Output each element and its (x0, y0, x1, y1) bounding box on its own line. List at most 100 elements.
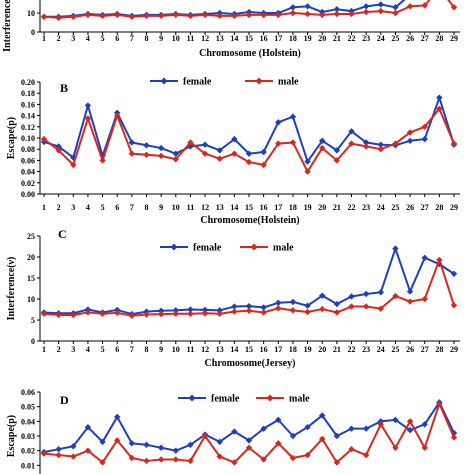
panel-4-y-tick-label: 0.01 (21, 461, 35, 470)
panel-2-x-tick-label: 13 (216, 203, 224, 212)
panel-4-female-point (245, 437, 253, 444)
panel-3-male-point (216, 310, 223, 317)
panel-1-male-point (406, 3, 414, 10)
panel-2-x-tick-label: 9 (159, 203, 163, 212)
panel-4-female-point (157, 444, 165, 451)
panel-3-female-point (421, 254, 428, 262)
panel-2-female-point (333, 147, 341, 154)
panel-2-female-point (157, 144, 165, 152)
panel-2-y-tick-label: 0.00 (21, 190, 35, 199)
panel-4-female-point (84, 424, 92, 431)
panel-3-female-point (157, 307, 165, 314)
panel-4-male-point (143, 457, 150, 465)
panel-3-x-tick-label: 28 (435, 345, 443, 354)
panel-3-x-tick-label: 11 (187, 345, 195, 354)
panel-3-male-point (187, 310, 194, 317)
panel-3-male-point (143, 311, 150, 318)
panel-4-legend-male-label: male (289, 394, 310, 405)
panel-2-x-axis-label: Chromosome(Holstein) (200, 215, 299, 226)
panel-2-female-point (245, 150, 253, 157)
panel-1-female-point (289, 4, 297, 11)
panel-1-male-point (231, 12, 238, 20)
panel-2-male-point (231, 150, 238, 157)
panel-2-male-point (172, 156, 179, 163)
panel-1-x-tick-label: 20 (318, 34, 326, 43)
panel-3-y-axis-label: Interference(ν) (6, 257, 17, 321)
panel-2-female-point (319, 137, 326, 144)
panel-3-female-point (201, 306, 209, 314)
panel-4-male-point (333, 459, 341, 466)
panel-3-male-point (319, 305, 326, 313)
panel-2-female-point (348, 128, 355, 135)
panel-3-female-point (245, 302, 253, 310)
panel-3-x-tick-label: 21 (333, 345, 341, 354)
panel-4-legend-male-swatch-marker (266, 394, 274, 402)
panel-3-male-point (304, 308, 311, 316)
panel-1-x-tick-label: 13 (216, 34, 224, 43)
panel-2-x-tick-label: 1 (42, 203, 46, 212)
panel-2-male-point (319, 144, 326, 152)
panel-1-x-tick-label: 10 (172, 34, 180, 43)
panel-3-x-tick-label: 2 (57, 345, 61, 354)
panel-3-female-point (172, 307, 179, 314)
panel-1-y-tick-label: 10 (27, 9, 35, 18)
panel-4-female-point (55, 446, 62, 453)
panel-2-x-tick-label: 5 (101, 203, 105, 212)
panel-2-x-tick-label: 18 (289, 203, 297, 212)
panel-2-x-tick-label: 11 (187, 203, 195, 212)
panel-3-male-point (231, 308, 238, 315)
panel-2-y-tick-label: 0.16 (21, 100, 35, 109)
panel-2-male-point (143, 151, 150, 158)
panel-1-male-point (114, 11, 121, 19)
panel-3-female-point (406, 288, 414, 295)
panel-3-female-point (377, 289, 384, 296)
panel-2-y-tick-label: 0.14 (21, 112, 35, 121)
panel-3-x-tick-label: 8 (145, 345, 149, 354)
panel-3-legend-male-label: male (273, 243, 294, 254)
panel-3-male-point (84, 309, 92, 316)
panel-2-female-point (172, 150, 179, 157)
panel-2-x-tick-label: 19 (304, 203, 312, 212)
panel-2-x-tick-label: 8 (145, 203, 149, 212)
panel-4-y-tick-label: 0.05 (21, 403, 35, 412)
panel-2-x-tick-label: 15 (245, 203, 253, 212)
panel-3-male-point (55, 311, 62, 319)
panel-1-x-tick-label: 28 (435, 34, 443, 43)
panel-4-male-point (319, 435, 326, 443)
panel-3-female-point (392, 245, 399, 252)
panel-3-male-point (450, 302, 458, 309)
panel-2-female-point (216, 147, 223, 154)
panel-3-male-point (114, 309, 121, 317)
panel-4-male-point (84, 447, 92, 454)
panel-1-male-point (319, 11, 326, 19)
panel-4-male-point (421, 444, 428, 451)
panel-4-male-point (201, 432, 209, 440)
panel-1-x-tick-label: 21 (333, 34, 341, 43)
panel-4-female-point (216, 438, 223, 446)
panel-3-y-tick-label: 5 (31, 316, 35, 325)
panel-2-male-point (362, 143, 370, 150)
panel-2-legend-male-swatch-marker (255, 77, 263, 85)
panel-1-male-point (304, 10, 311, 18)
panel-4-female-point (319, 412, 326, 419)
panel-2-x-tick-label: 22 (348, 203, 356, 212)
panel-3-x-tick-label: 1 (42, 345, 46, 354)
panel-4-female-point (392, 416, 399, 424)
panel-1-x-tick-label: 19 (304, 34, 312, 43)
panel-3-x-tick-label: 17 (274, 345, 282, 354)
panel-3-female-point (348, 293, 355, 300)
panel-3-male-point (377, 305, 384, 312)
panel-3-x-axis-label: Chromosome(Jersey) (205, 358, 296, 369)
panel-3-legend-female-label: female (193, 243, 222, 254)
panel-2-male-point (40, 135, 48, 143)
panel-1-x-tick-label: 25 (391, 34, 399, 43)
panel-2-female-point (421, 135, 428, 143)
panel-3-x-tick-label: 22 (348, 345, 356, 354)
panel-2-x-tick-label: 6 (115, 203, 119, 212)
panel-2-x-tick-label: 16 (260, 203, 268, 212)
panel-4-female-point (333, 432, 341, 440)
panel-2-x-tick-label: 28 (435, 203, 443, 212)
panel-2-panel-letter: B (60, 81, 68, 95)
panel-1-male-point (450, 4, 458, 11)
panel-1-male-point (260, 11, 267, 19)
